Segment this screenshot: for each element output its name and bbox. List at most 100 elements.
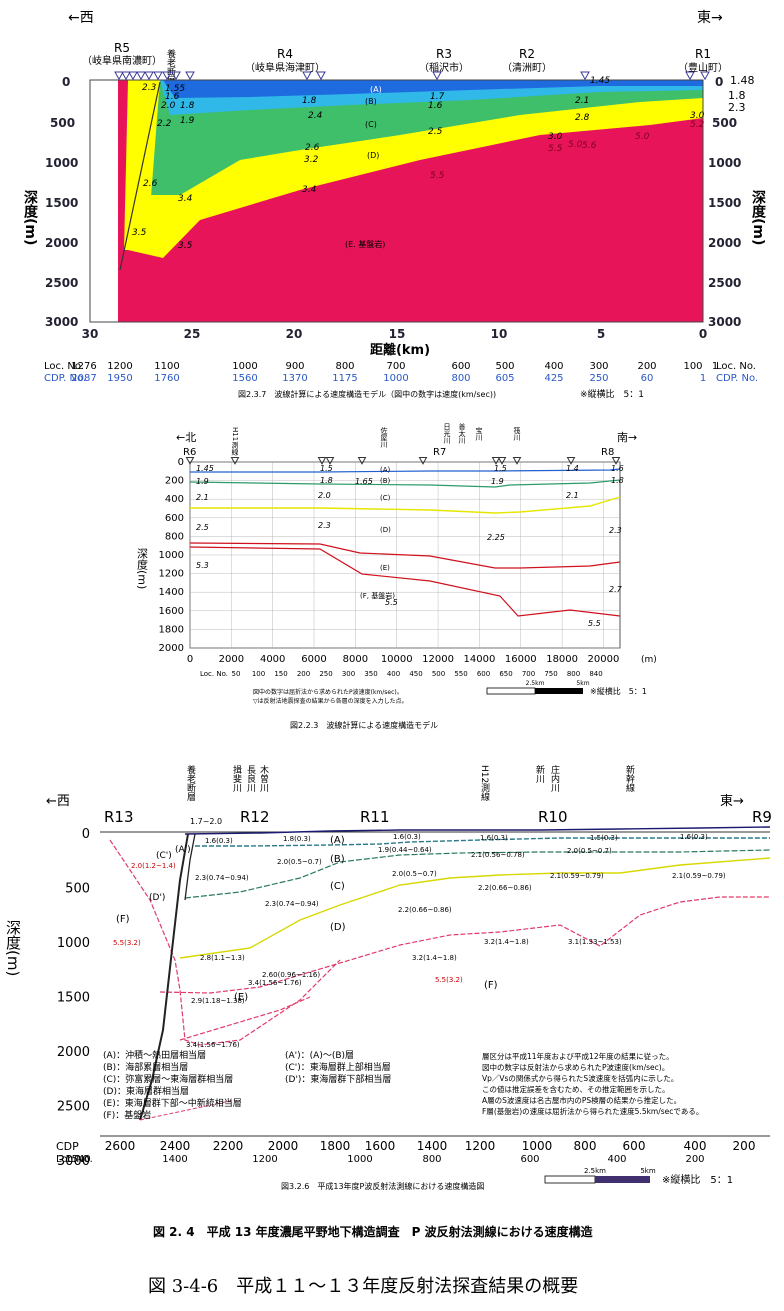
fig2-y-tick: 1800 [159,624,184,635]
fig1-cdp-value: 425 [544,373,563,384]
fig1-velocity-label: 3.0 [548,132,563,142]
fig2-boundary-e [189,546,621,617]
fig3-velocity-label: 2.9(1.18~1.38) [191,997,245,1005]
fig2-river-label: 善太川 [458,422,466,444]
fig3-cdp-value: 1200 [465,1139,496,1153]
fig1-velocity-label: 3.0 [690,111,705,121]
fig3-velocity-label: 1.6(0.3) [205,837,233,845]
fig1-right-value: 2.3 [728,101,746,114]
fig1-station-marker [121,71,131,81]
fig3-cdp-value: 1400 [417,1139,448,1153]
fig3-velocity-label: 5.5(3.2) [113,939,141,947]
fig3-y-tick: 2000 [57,1045,90,1060]
fig2-river-labels: H11測線 佐屋川 日光川 善太川 宝川 筏川 [231,422,521,455]
fig2-velocity-label: 1.5 [494,464,507,473]
fig1-layer-a [163,80,703,98]
fig1-velocity-label: 3.2 [304,155,319,165]
fig1-station-marker [153,71,163,81]
fig2-x-tick: 16000 [505,654,537,665]
fig1-layer-label: (D) [367,151,379,160]
fig2-loc-value: 600 [477,670,490,678]
fig3-top-label: 1.7~2.0 [190,817,222,826]
fig1-y-tick: 3000 [45,315,78,329]
fig2-boundary-b [189,479,621,488]
fig1-right-value: 1.48 [730,74,755,87]
fig1-y-label: 深度(m) [22,189,38,245]
fig3-y-tick: 3000 [57,1154,90,1169]
fig2-loc-value: 400 [387,670,400,678]
fig1-station-r4: R4 [277,47,293,61]
fig1-y-tick: 2000 [45,236,78,250]
fig1-cdp-value: 60 [641,373,654,384]
fig1-loc-label: Loc. No. [44,361,84,372]
fig3-station-r9: R9 [752,808,772,826]
fig2-loc-value: 350 [364,670,377,678]
fig3-cdp-value: 2000 [268,1139,299,1153]
fig3-velocity-label: 3.2(1.4~1.8) [484,938,529,946]
fig3-station-r10: R10 [538,808,568,826]
fig1-velocity-label: 5.5 [548,144,563,154]
fig1-cdp-value: 1560 [232,373,257,384]
fig2-layer-label: (C) [380,494,391,502]
fig3-legend-item: (A')：(A)～(B)層 [285,1050,354,1061]
fig1-station-r1-place: （豊山町） [678,61,728,74]
figure-2-velocity-model: ←北 南→ R6 R7 R8 H11測線 佐屋川 日光川 善太川 宝川 筏川 0… [128,415,658,735]
fig2-velocity-label: 2.0 [318,491,331,500]
fig3-station-r12: R12 [240,808,270,826]
fig2-x-tick: 14000 [464,654,496,665]
fig3-loc-value: 600 [520,1154,539,1165]
fig3-loc-label: Loc.No. [56,1154,93,1165]
fig2-station-r8: R8 [601,447,614,458]
fig1-x-tick: 10 [491,327,508,341]
fig2-x-tick: 6000 [301,654,326,665]
fig2-station-markers [185,457,621,465]
fig1-velocity-label: 2.4 [308,111,323,121]
fig3-river-label: H12測線 [479,765,490,801]
fig3-scale-white [544,1175,596,1184]
fig1-cdp-value: 1175 [332,373,357,384]
fig1-velocity-label: 3.4 [178,194,193,204]
fig2-loc-value: 500 [432,670,445,678]
fig2-note: 図中の数字は屈折法から求められたP波速度(km/sec)。 [253,688,403,696]
fig1-direction-west: ←西 [68,10,94,26]
fig1-station-r2: R2 [519,47,535,61]
fig2-loc-value: 300 [342,670,355,678]
fig2-river-label: 佐屋川 [380,426,388,448]
fig1-velocity-label: 1.55 [165,84,185,94]
fig2-river-label: 日光川 [443,423,451,444]
fig1-velocity-label: 5.6 [582,141,597,151]
fig3-y-tick: 0 [82,827,90,842]
fig1-velocity-label: 5.0 [635,132,650,142]
fig1-y-tick-right: 2500 [708,276,741,290]
fig3-velocity-label: 3.1(1.33~1.53) [568,938,622,946]
fig3-legend-item: (D')：東海層群下部相当層 [285,1073,391,1085]
main-caption: 図 2. 4 平成 13 年度濃尾平野地下構造調査 P 波反射法測線における速度… [153,1224,594,1239]
fig1-cdp-value: 250 [589,373,608,384]
fig3-boundary-d [179,857,771,959]
fig1-x-tick: 30 [82,327,99,341]
fig2-caption: 図2.2.3 波線計算による速度構造モデル [290,720,438,730]
fig2-x-tick: 12000 [422,654,454,665]
fig1-y-tick: 2500 [45,276,78,290]
fig2-layer-label: (B) [380,477,391,485]
fig1-x-tick: 0 [699,327,707,341]
fig3-layer-label: (B) [330,854,345,865]
fig3-scale-label: 2.5km [584,1167,606,1175]
fig3-basement-deep [179,996,311,1041]
fig3-scale-black [595,1176,650,1183]
fig1-fault-label: 養老断層 [165,48,176,86]
fig1-cdp-value: 1370 [282,373,307,384]
fig3-legend-item: (A)：沖積～熱田層相当層 [103,1049,206,1061]
fig2-station-marker [185,457,195,465]
fig2-y-ticks: 0 200 400 600 800 1000 1200 1400 1600 1800 2000 [159,457,620,654]
fig2-loc-value: 50 [232,670,241,678]
fig2-station-marker [611,457,621,465]
fig2-velocity-label: 1.8 [320,476,333,485]
fig3-velocity-label: 5.5(3.2) [435,976,463,984]
fig1-y-tick-right: 0 [715,75,723,89]
fig1-y-tick-right: 500 [712,116,737,130]
fig1-x-tick: 15 [389,327,406,341]
fig1-x-label: 距離(km) [370,342,430,358]
fig1-station-r3-place: （稲沢市） [419,61,469,74]
